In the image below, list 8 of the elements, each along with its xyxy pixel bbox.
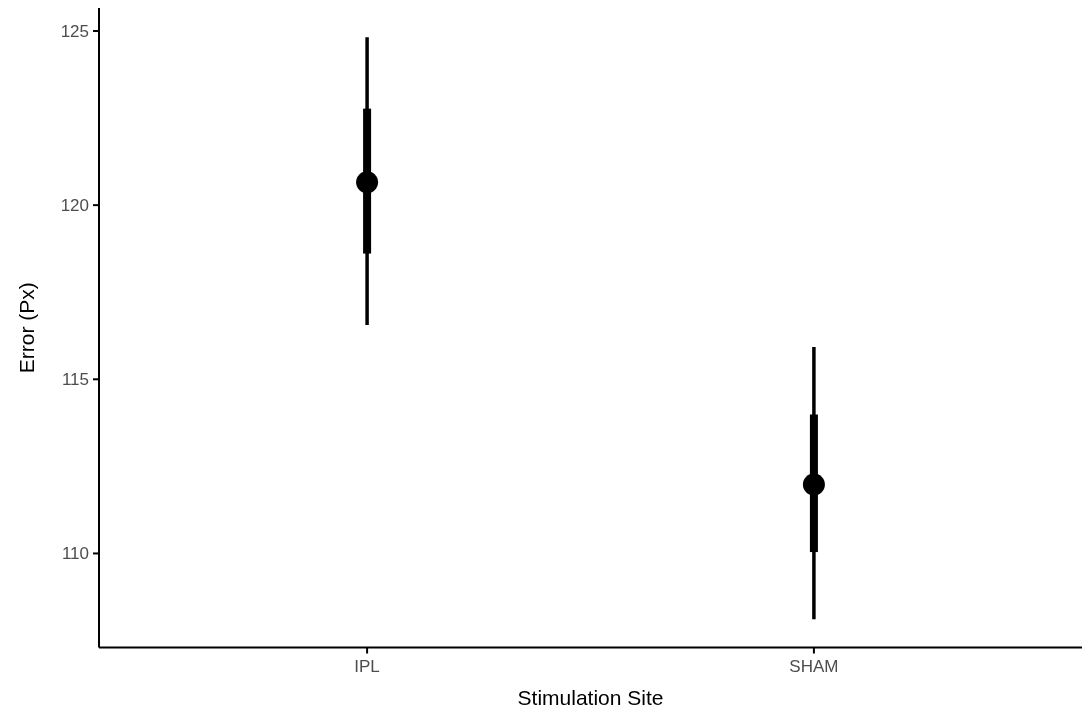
x-tick-label: SHAM — [789, 656, 839, 676]
x-axis-title: Stimulation Site — [517, 686, 664, 709]
y-axis-title: Error (Px) — [15, 282, 38, 374]
y-tick-label: 115 — [61, 370, 89, 390]
x-tick-label: IPL — [354, 656, 380, 676]
y-tick-label: 110 — [61, 544, 89, 564]
y-tick-label: 120 — [60, 196, 89, 216]
y-tick-label: 125 — [60, 21, 89, 41]
